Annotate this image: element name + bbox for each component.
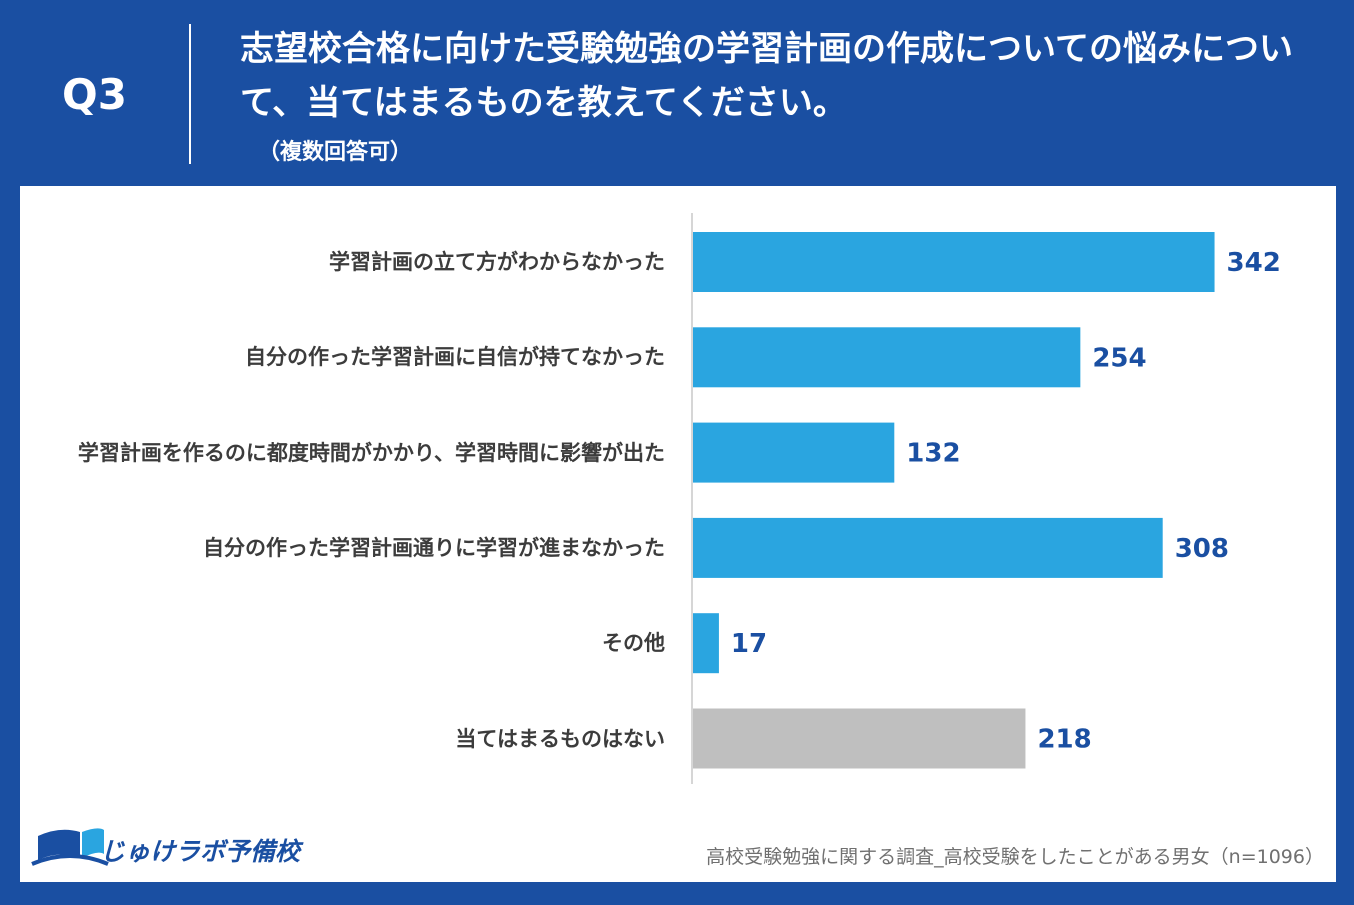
value-label-0: 342	[1227, 248, 1281, 278]
category-label-0: 学習計画の立て方がわからなかった	[329, 250, 665, 274]
bar-4	[693, 613, 719, 674]
bar-5	[693, 708, 1026, 769]
category-label-2: 学習計画を作るのに都度時間がかかり、学習時間に影響が出た	[77, 440, 665, 465]
bar-3	[693, 517, 1163, 578]
value-label-3: 308	[1175, 534, 1229, 564]
bar-2	[693, 422, 895, 483]
category-label-3: 自分の作った学習計画通りに学習が進まなかった	[203, 535, 665, 560]
value-label-4: 17	[731, 629, 767, 659]
source-note: 高校受験勉強に関する調査_高校受験をしたことがある男女（n=1096）	[706, 846, 1324, 868]
value-label-1: 254	[1092, 343, 1146, 373]
value-label-5: 218	[1037, 725, 1091, 755]
bar-0	[693, 232, 1215, 292]
logo-text: じゅけラボ予備校	[100, 837, 301, 866]
question-number: Q3	[62, 70, 127, 119]
logo-book-icon	[31, 828, 109, 866]
category-label-1: 自分の作った学習計画に自信が持てなかった	[245, 345, 665, 370]
header: Q3 志望校合格に向けた受験勉強の学習計画の作成についての悩みについて、当てはま…	[0, 0, 1354, 186]
question-title: 志望校合格に向けた受験勉強の学習計画の作成についての悩みについて、当てはまるもの…	[240, 29, 1293, 123]
category-label-5: 当てはまるものはない	[455, 726, 665, 751]
bar-1	[693, 327, 1081, 388]
category-label-4: その他	[602, 631, 665, 656]
header-divider	[189, 24, 191, 164]
question-note: （複数回答可）	[258, 140, 413, 165]
value-label-2: 132	[906, 439, 960, 469]
